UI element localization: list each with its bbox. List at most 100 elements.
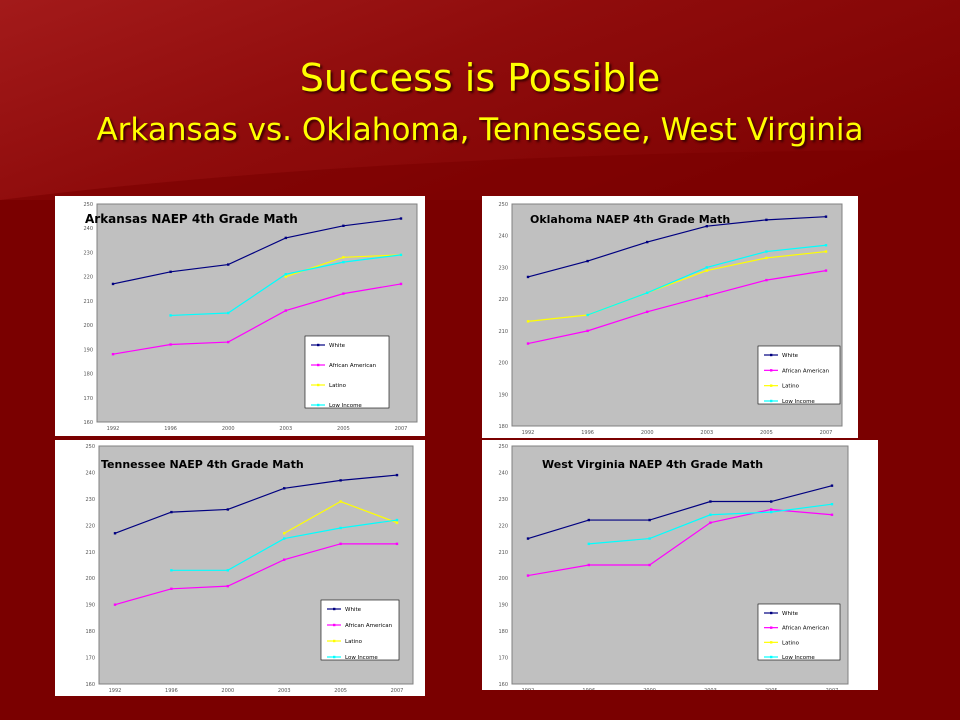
x-tick-label: 1996 — [164, 426, 177, 432]
data-point-white — [709, 500, 712, 503]
legend-marker-latino — [317, 383, 320, 387]
data-point-latino — [824, 250, 828, 253]
data-point-white — [646, 240, 649, 244]
data-point-african-american — [830, 513, 834, 516]
data-point-african-american — [339, 542, 342, 546]
legend-label-african-american: African American — [782, 368, 830, 374]
data-point-african-american — [770, 508, 773, 511]
y-tick-label: 170 — [83, 396, 93, 402]
data-point-low-income — [770, 510, 773, 514]
y-tick-label: 220 — [498, 297, 508, 303]
chart-title: Arkansas NAEP 4th Grade Math — [85, 212, 298, 226]
data-point-latino — [283, 532, 286, 535]
slide-title: Success is Possible — [299, 56, 661, 100]
x-tick-label: 2000 — [221, 688, 234, 694]
data-point-african-american — [342, 292, 345, 295]
x-tick-label: 2007 — [391, 688, 404, 694]
x-tick-label: 2005 — [760, 430, 773, 436]
data-point-low-income — [339, 526, 342, 530]
data-point-low-income — [395, 518, 399, 522]
chart-svg: 160 170 180 190 200 210 220 230 240 250 1992 1996 20… — [85, 444, 414, 694]
data-point-african-american — [765, 278, 768, 282]
data-point-low-income — [705, 266, 708, 269]
data-point-white — [587, 518, 590, 522]
x-tick-label: 2005 — [765, 688, 778, 690]
x-tick-label: 2003 — [278, 688, 291, 694]
data-point-african-american — [284, 309, 287, 312]
data-point-low-income — [170, 569, 173, 572]
x-tick-label: 1992 — [522, 688, 535, 690]
data-point-white — [586, 259, 589, 263]
data-point-low-income — [587, 542, 590, 546]
y-tick-label: 240 — [83, 226, 93, 232]
legend-label-low-income: Low Income — [782, 655, 815, 661]
series-line-white — [527, 216, 827, 278]
data-point-white — [395, 473, 399, 477]
y-tick-label: 240 — [498, 470, 508, 476]
data-point-latino — [284, 275, 287, 278]
series-line-white — [114, 474, 398, 534]
data-point-african-american — [169, 343, 172, 346]
data-point-latino — [339, 500, 342, 503]
data-point-white — [342, 224, 345, 227]
data-point-latino — [395, 521, 399, 524]
data-point-white — [111, 282, 115, 286]
chart-svg: 160 170 180 190 200 210 220 230 240 250 1992 1996 20… — [83, 202, 418, 432]
y-tick-label: 220 — [498, 523, 508, 529]
legend-label-latino: Latino — [782, 640, 800, 646]
legend-marker-low-income — [333, 655, 336, 659]
legend-label-low-income: Low Income — [782, 399, 815, 405]
slide-subtitle: Arkansas vs. Oklahoma, Tennessee, West V… — [96, 112, 864, 148]
data-point-african-american — [113, 603, 117, 606]
data-point-white — [765, 218, 768, 222]
data-point-low-income — [646, 291, 649, 294]
legend-label-african-american: African American — [782, 626, 830, 632]
legend-marker-latino — [333, 639, 336, 643]
data-point-low-income — [226, 569, 229, 572]
data-point-white — [648, 518, 651, 522]
data-point-african-american — [526, 574, 530, 577]
x-tick-label: 1996 — [581, 430, 594, 436]
y-tick-label: 210 — [85, 550, 95, 556]
data-point-low-income — [227, 311, 230, 315]
x-tick-label: 2005 — [334, 688, 347, 694]
y-tick-label: 190 — [83, 347, 93, 353]
data-point-white — [526, 275, 530, 279]
legend-box — [304, 335, 390, 409]
data-point-african-american — [587, 563, 590, 567]
y-tick-label: 220 — [85, 523, 95, 529]
data-point-low-income — [830, 502, 834, 506]
legend-marker-african-american — [317, 363, 320, 367]
data-point-latino — [526, 320, 530, 323]
legend-label-white: White — [782, 353, 799, 359]
y-tick-label: 230 — [498, 265, 508, 271]
data-point-african-american — [648, 563, 651, 567]
legend-marker-white — [770, 611, 773, 615]
series-line-white — [527, 485, 833, 540]
y-tick-label: 170 — [85, 656, 95, 662]
y-tick-label: 190 — [498, 392, 508, 398]
legend-label-low-income: Low Income — [345, 655, 378, 661]
chart-title: West Virginia NAEP 4th Grade Math — [542, 458, 763, 471]
y-tick-label: 230 — [85, 497, 95, 503]
legend-label-white: White — [345, 607, 362, 613]
data-point-african-american — [283, 558, 286, 561]
data-point-african-american — [395, 542, 399, 546]
data-point-low-income — [824, 244, 828, 247]
data-point-african-american — [399, 282, 403, 286]
y-tick-label: 250 — [498, 202, 508, 208]
data-point-white — [169, 270, 172, 274]
y-tick-label: 250 — [83, 202, 93, 208]
series-line-latino — [527, 250, 827, 322]
series-line-white — [112, 217, 402, 285]
legend-marker-african-american — [333, 623, 336, 627]
x-tick-label: 2000 — [222, 426, 235, 432]
x-tick-label: 1992 — [109, 688, 122, 694]
data-point-white — [113, 532, 117, 535]
legend-marker-african-american — [770, 626, 773, 629]
data-point-white — [284, 236, 287, 240]
legend-label-latino: Latino — [782, 384, 800, 390]
data-point-white — [399, 217, 403, 220]
data-point-latino — [765, 256, 768, 260]
y-tick-label: 200 — [85, 576, 95, 582]
